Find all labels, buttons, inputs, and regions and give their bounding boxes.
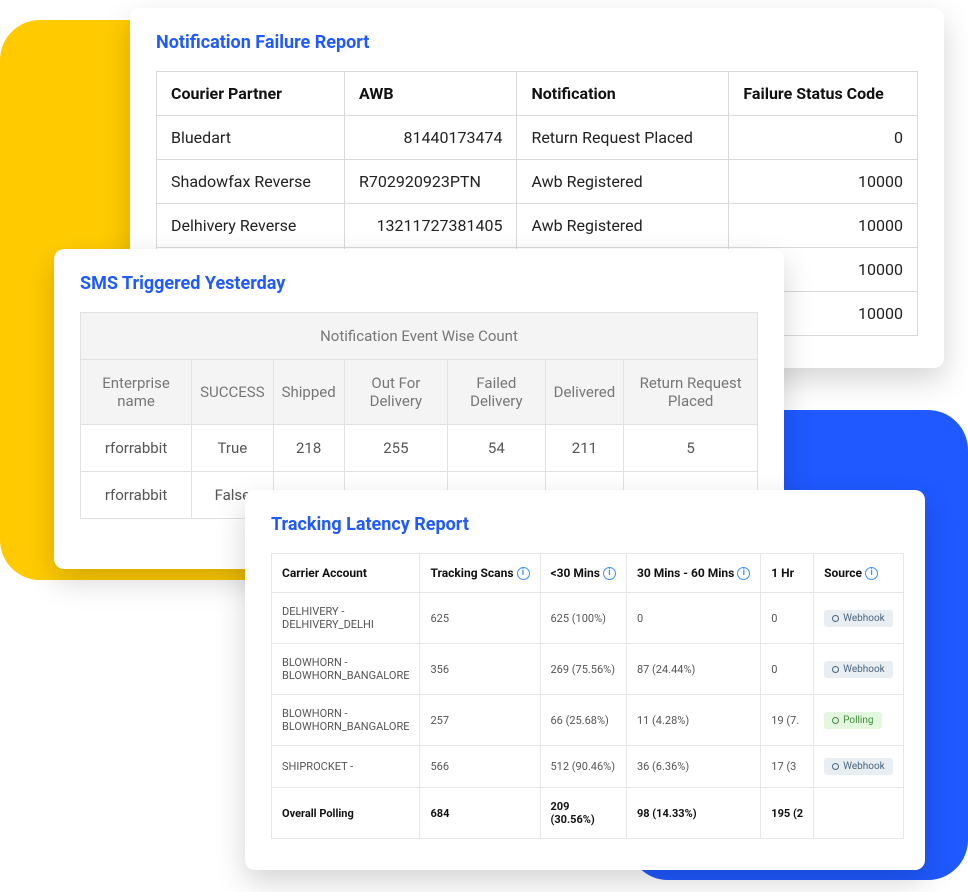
cell-overall-label: Overall Polling (272, 788, 420, 839)
failure-col-code: Failure Status Code (729, 72, 918, 116)
col-label: Source (824, 566, 862, 580)
failure-col-courier: Courier Partner (157, 72, 345, 116)
source-badge: Webhook (824, 758, 893, 775)
cell-lt30: 625 (100%) (540, 593, 626, 644)
cell-scans: 625 (420, 593, 540, 644)
table-row: DELHIVERY - DELHIVERY_DELHI 625 625 (100… (272, 593, 904, 644)
info-icon[interactable]: i (865, 567, 878, 580)
cell-source: Webhook (814, 746, 904, 788)
col-label: <30 Mins (551, 566, 600, 580)
table-row: Delhivery Reverse 13211727381405 Awb Reg… (157, 204, 918, 248)
cell-awb: 81440173474 (345, 116, 517, 160)
source-badge: Webhook (824, 610, 893, 627)
cell-carrier: BLOWHORN - BLOWHORN_BANGALORE (272, 695, 420, 746)
sms-banner: Notification Event Wise Count (81, 313, 758, 360)
col-label: Tracking Scans (430, 566, 513, 580)
sms-col-delivered: Delivered (545, 360, 624, 425)
cell-1hr: 19 (7. (761, 695, 814, 746)
sms-col-enterprise: Enterprise name (81, 360, 192, 425)
sms-col-success: SUCCESS (192, 360, 274, 425)
source-badge: Polling (824, 712, 881, 729)
cell-lt30: 66 (25.68%) (540, 695, 626, 746)
info-icon[interactable]: i (603, 567, 616, 580)
cell-ofd: 255 (344, 425, 447, 472)
cell-30-60: 11 (4.28%) (626, 695, 760, 746)
latency-col-carrier: Carrier Account (272, 554, 420, 593)
table-row: Bluedart 81440173474 Return Request Plac… (157, 116, 918, 160)
latency-col-source: Sourcei (814, 554, 904, 593)
cell-carrier: DELHIVERY - DELHIVERY_DELHI (272, 593, 420, 644)
cell-return: 5 (624, 425, 758, 472)
card-title: SMS Triggered Yesterday (80, 273, 758, 294)
cell-30-60: 98 (14.33%) (626, 788, 760, 839)
cell-awb: R702920923PTN (345, 160, 517, 204)
table-row: SHIPROCKET - 566 512 (90.46%) 36 (6.36%)… (272, 746, 904, 788)
source-badge: Webhook (824, 661, 893, 678)
cell-1hr: 0 (761, 593, 814, 644)
cell-success: True (192, 425, 274, 472)
cell-source: Webhook (814, 593, 904, 644)
cell-notification: Awb Registered (517, 160, 729, 204)
sms-table: Notification Event Wise Count Enterprise… (80, 312, 758, 519)
card-title: Tracking Latency Report (271, 514, 899, 535)
table-row: BLOWHORN - BLOWHORN_BANGALORE 257 66 (25… (272, 695, 904, 746)
table-row: BLOWHORN - BLOWHORN_BANGALORE 356 269 (7… (272, 644, 904, 695)
sms-col-return: Return Request Placed (624, 360, 758, 425)
cell-lt30: 269 (75.56%) (540, 644, 626, 695)
cell-source: Polling (814, 695, 904, 746)
cell-code: 10000 (729, 204, 918, 248)
cell-shipped: 218 (273, 425, 344, 472)
info-icon[interactable]: i (737, 567, 750, 580)
cell-source (814, 788, 904, 839)
col-label: 30 Mins - 60 Mins (637, 566, 734, 580)
cell-1hr: 17 (3 (761, 746, 814, 788)
latency-table: Carrier Account Tracking Scans i <30 Mins… (271, 553, 904, 839)
failure-col-notification: Notification (517, 72, 729, 116)
cell-30-60: 36 (6.36%) (626, 746, 760, 788)
cell-carrier: SHIPROCKET - (272, 746, 420, 788)
cell-scans: 566 (420, 746, 540, 788)
table-row: rforrabbit True 218 255 54 211 5 (81, 425, 758, 472)
cell-scans: 356 (420, 644, 540, 695)
sms-col-ofd: Out For Delivery (344, 360, 447, 425)
cell-notification: Awb Registered (517, 204, 729, 248)
cell-enterprise: rforrabbit (81, 472, 192, 519)
cell-notification: Return Request Placed (517, 116, 729, 160)
cell-enterprise: rforrabbit (81, 425, 192, 472)
sms-col-shipped: Shipped (273, 360, 344, 425)
latency-col-30-60: 30 Mins - 60 Minsi (626, 554, 760, 593)
card-title: Notification Failure Report (156, 32, 918, 53)
cell-1hr: 0 (761, 644, 814, 695)
table-row: Shadowfax Reverse R702920923PTN Awb Regi… (157, 160, 918, 204)
col-label: 1 Hr (771, 566, 794, 580)
cell-code: 10000 (729, 160, 918, 204)
col-label: Carrier Account (282, 566, 367, 580)
cell-delivered: 211 (545, 425, 624, 472)
cell-carrier: BLOWHORN - BLOWHORN_BANGALORE (272, 644, 420, 695)
cell-1hr: 195 (2 (761, 788, 814, 839)
latency-col-lt30: <30 Minsi (540, 554, 626, 593)
cell-30-60: 87 (24.44%) (626, 644, 760, 695)
cell-scans: 684 (420, 788, 540, 839)
cell-courier: Shadowfax Reverse (157, 160, 345, 204)
overall-row: Overall Polling 684 209 (30.56%) 98 (14.… (272, 788, 904, 839)
cell-30-60: 0 (626, 593, 760, 644)
cell-courier: Delhivery Reverse (157, 204, 345, 248)
cell-courier: Bluedart (157, 116, 345, 160)
info-icon[interactable]: i (517, 567, 530, 580)
cell-lt30: 512 (90.46%) (540, 746, 626, 788)
cell-failed: 54 (448, 425, 546, 472)
latency-col-1hr: 1 Hr (761, 554, 814, 593)
latency-col-scans: Tracking Scans i (420, 554, 540, 593)
cell-lt30: 209 (30.56%) (540, 788, 626, 839)
sms-col-failed: Failed Delivery (448, 360, 546, 425)
tracking-latency-card: Tracking Latency Report Carrier Account … (245, 490, 925, 870)
failure-col-awb: AWB (345, 72, 517, 116)
cell-awb: 13211727381405 (345, 204, 517, 248)
cell-code: 0 (729, 116, 918, 160)
cell-source: Webhook (814, 644, 904, 695)
cell-scans: 257 (420, 695, 540, 746)
